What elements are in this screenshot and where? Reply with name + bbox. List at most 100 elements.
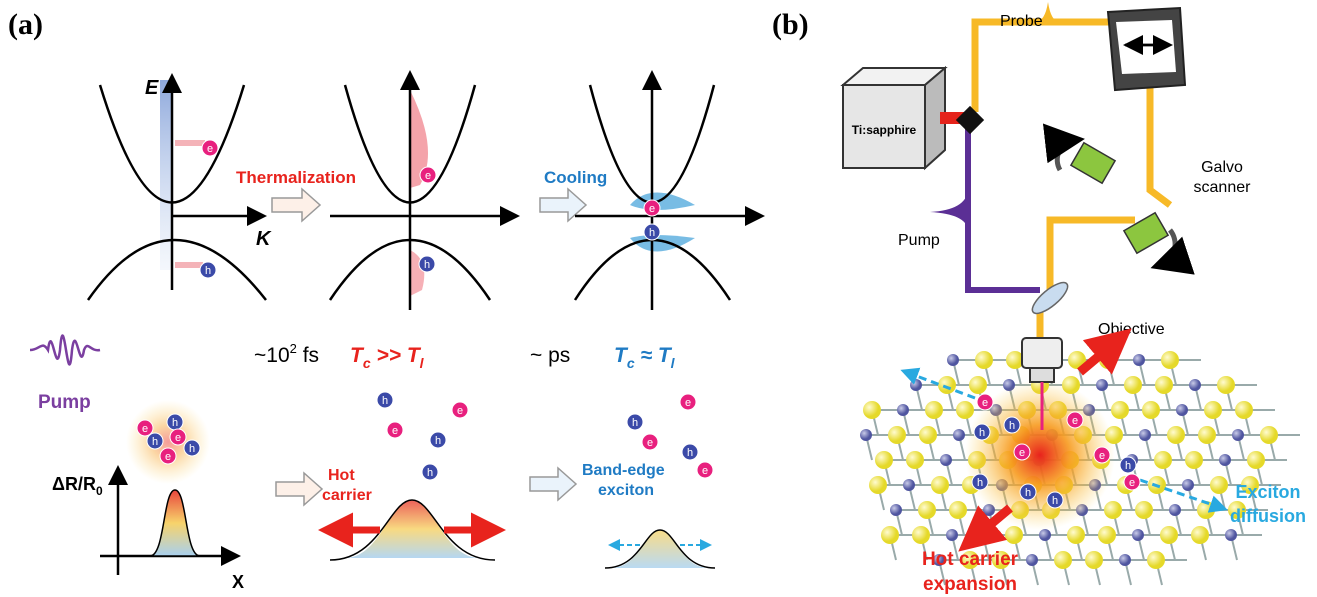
text: l [671,355,676,371]
chalcogen-atom [881,526,899,544]
label: carrier [322,487,372,504]
metal-atom [953,429,965,441]
particle-label: h [189,443,195,455]
particle-label: h [427,467,433,479]
metal-atom [1225,529,1237,541]
particle-label: h [424,259,430,271]
step-arrow [272,189,320,221]
chalcogen-atom [869,476,887,494]
particle-label: h [152,436,158,448]
label: diffusion [1230,506,1306,526]
chalcogen-atom [956,401,974,419]
valence-band [88,240,266,300]
electron-distribution [630,193,695,211]
chalcogen-atom [975,351,993,369]
text: ΔR/R [52,474,96,494]
particle-label: h [1052,495,1058,507]
chalcogen-atom [949,501,967,519]
chalcogen-atom [888,426,906,444]
chalcogen-atom [1210,476,1228,494]
label: scanner [1194,179,1252,196]
laser: Ti:sapphire [843,68,945,168]
step-label: Thermalization [236,168,356,187]
chalcogen-atom [1217,376,1235,394]
text: 2 [290,341,297,356]
chalcogen-atom [969,376,987,394]
particle-label: e [1072,415,1078,427]
metal-atom [1132,529,1144,541]
chalcogen-atom [1260,426,1278,444]
chalcogen-atom [925,401,943,419]
metal-atom [1039,529,1051,541]
text: ≈ [635,344,658,367]
metal-atom [1219,454,1231,466]
metal-atom [1182,479,1194,491]
particle-label: h [977,477,983,489]
chalcogen-atom [1198,426,1216,444]
step-label: Cooling [544,168,607,187]
label: expansion [923,574,1017,595]
particle-label: e [425,170,431,182]
step-arrow [530,468,576,500]
chalcogen-atom [1155,376,1173,394]
metal-atom [1026,554,1038,566]
particle-label: e [165,451,171,463]
galvo-mirror [1071,143,1115,184]
metal-atom [1096,379,1108,391]
timescale: ~ ps [530,344,570,367]
particle-label: h [687,447,693,459]
particle-label: e [685,397,691,409]
particle-label: e [982,397,988,409]
metal-atom [903,479,915,491]
particle-label: e [1129,477,1135,489]
profile [150,490,200,556]
chalcogen-atom [912,526,930,544]
chalcogen-atom [918,501,936,519]
metal-atom [940,454,952,466]
metal-atom [860,429,872,441]
label: Objective [1098,321,1165,338]
chalcogen-atom [1054,551,1072,569]
metal-atom [947,354,959,366]
text: l [420,355,425,371]
chalcogen-atom [863,401,881,419]
particle-label: e [1099,450,1105,462]
band-diagram-1: E K [88,77,272,300]
pump-label: Pump [38,392,91,413]
metal-atom [1176,404,1188,416]
chalcogen-atom [1005,526,1023,544]
chalcogen-atom [1135,501,1153,519]
chalcogen-atom [875,451,893,469]
text: c [363,355,371,371]
chalcogen-atom [1185,451,1203,469]
chalcogen-atom [1067,526,1085,544]
pump-pulse [30,336,100,365]
particle-label: e [1019,447,1025,459]
chalcogen-atom [919,426,937,444]
text: fs [297,344,319,367]
metal-atom [1169,504,1181,516]
chalcogen-atom [1154,451,1172,469]
label: Galvo [1201,159,1243,176]
chalcogen-atom [938,376,956,394]
label: Hot carrier [922,549,1019,570]
particle-label: e [702,465,708,477]
band-diagram-2 [330,75,515,310]
label: Exciton [1235,482,1300,502]
energy-label: E [145,77,159,99]
particle-label: h [1009,420,1015,432]
particle-label: h [435,435,441,447]
chalcogen-atom [1085,551,1103,569]
hole-level [175,262,203,268]
temperature: Tc >> Tl [350,344,425,371]
particle-label: h [1125,460,1131,472]
particle-label: e [647,437,653,449]
particle-label: h [1025,487,1031,499]
chalcogen-atom [1235,401,1253,419]
hole-distribution [630,235,695,252]
particle-label: e [207,143,213,155]
particle-label: h [172,417,178,429]
metal-atom [910,379,922,391]
mirror [956,106,984,134]
metal-atom [946,529,958,541]
